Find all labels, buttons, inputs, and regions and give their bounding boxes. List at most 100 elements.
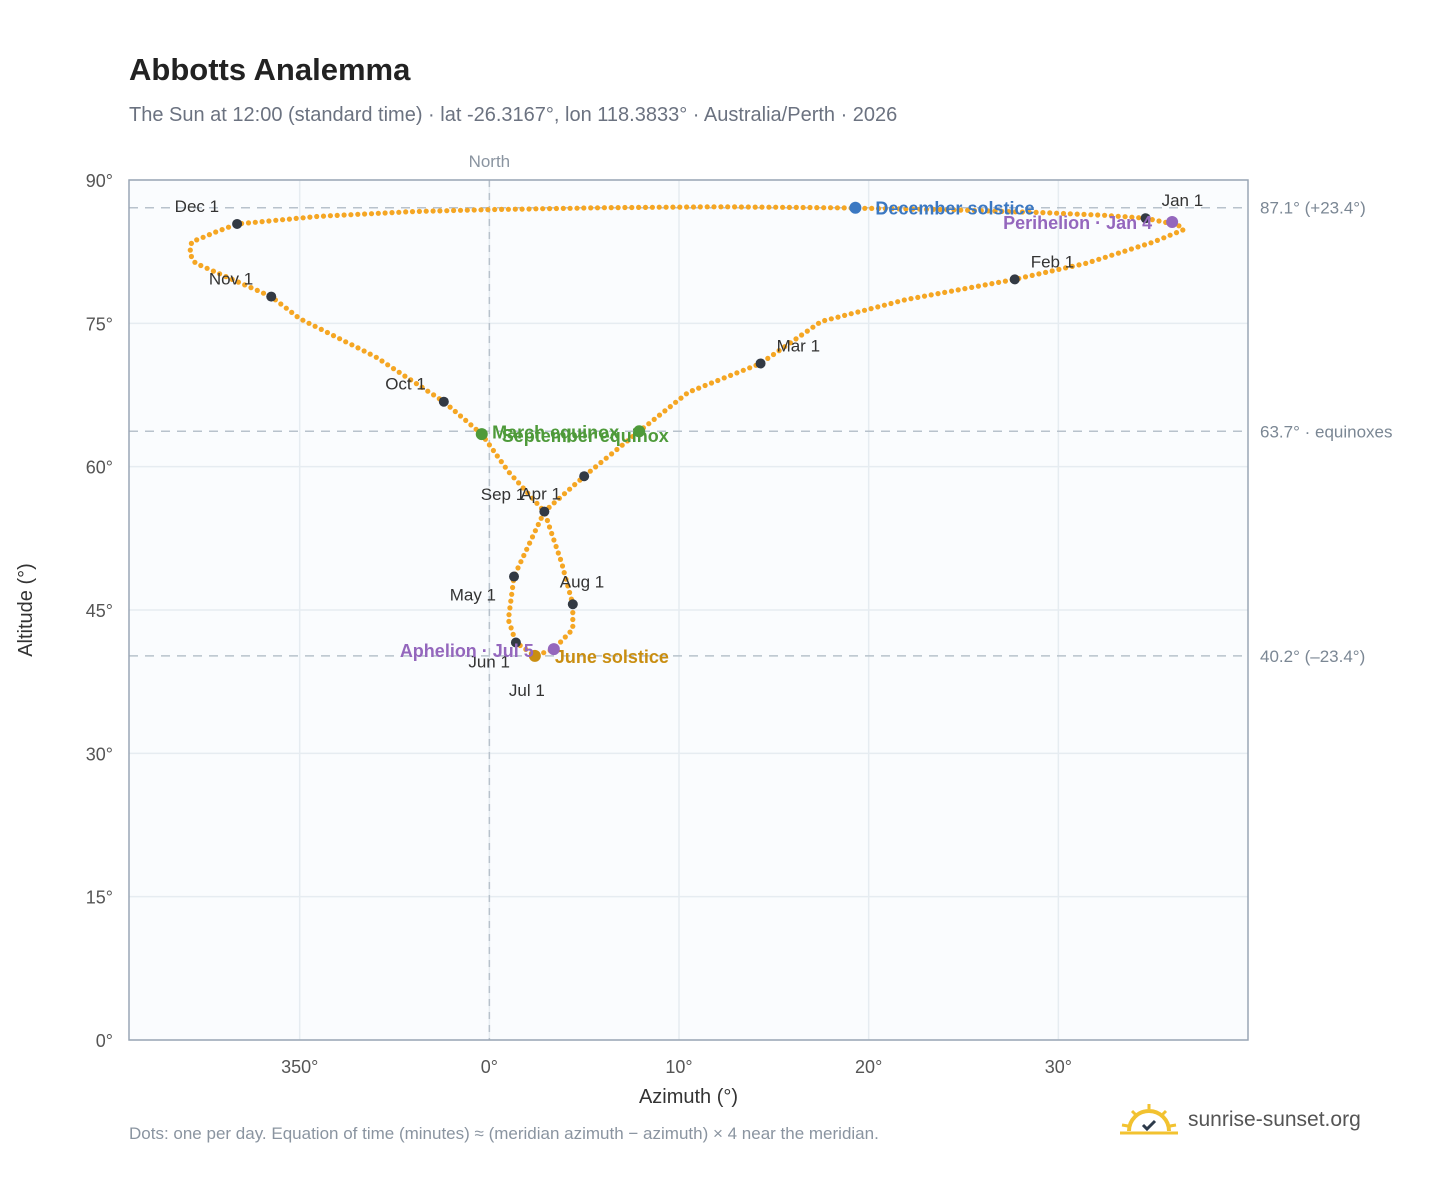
analemma-day-dot — [1063, 265, 1069, 271]
analemma-day-dot — [248, 285, 254, 291]
analemma-day-dot — [810, 324, 816, 330]
analemma-day-dot — [213, 229, 219, 235]
analemma-day-dot — [780, 204, 786, 210]
analemma-day-dot — [670, 204, 676, 210]
analemma-day-dot — [609, 451, 615, 457]
analemma-day-dot — [989, 281, 995, 287]
analemma-day-dot — [1069, 263, 1075, 269]
analemma-day-dot — [601, 205, 608, 211]
analemma-day-dot — [502, 464, 508, 470]
sun-logo-icon — [1120, 1104, 1178, 1135]
analemma-day-dot — [341, 212, 347, 218]
analemma-day-dot — [547, 206, 553, 212]
analemma-day-dot — [520, 485, 526, 491]
analemma-day-dot — [715, 377, 721, 384]
analemma-day-dot — [527, 540, 533, 546]
month-marker — [232, 218, 243, 229]
analemma-day-dot — [563, 576, 569, 582]
analemma-day-dot — [708, 380, 715, 386]
month-marker — [510, 637, 521, 648]
month-marker — [266, 291, 277, 302]
analemma-day-dot — [696, 385, 702, 391]
analemma-day-dot — [587, 468, 593, 474]
analemma-day-dot — [544, 517, 551, 524]
analemma-day-dot — [293, 215, 299, 221]
analemma-day-dot — [915, 294, 921, 300]
analemma-day-dot — [875, 205, 882, 212]
analemma-day-dot — [841, 205, 847, 211]
analemma-day-dot — [728, 372, 734, 378]
analemma-day-dot — [505, 206, 511, 212]
analemma-day-dot — [765, 355, 771, 361]
axes: 350° 0° 10° 20° 30° 0° 15° 30° 45° 60° 75° 90° — [86, 171, 1072, 1077]
analemma-day-dot — [1036, 271, 1042, 277]
analemma-day-dot — [869, 205, 875, 211]
analemma-day-dot — [368, 211, 375, 217]
analemma-day-dot — [349, 342, 355, 348]
analemma-day-dot — [862, 205, 868, 211]
analemma-day-dot — [529, 534, 536, 540]
analemma-day-dot — [416, 208, 422, 214]
analemma-day-dot — [1006, 209, 1012, 215]
analemma-day-dot — [508, 598, 514, 604]
analemma-day-dot — [567, 205, 573, 211]
analemma-day-dot — [1161, 235, 1167, 241]
analemma-day-dot — [630, 433, 636, 440]
analemma-day-dot — [992, 208, 998, 214]
analemma-day-dot — [793, 204, 799, 210]
analemma-day-dot — [498, 459, 504, 465]
analemma-day-dot — [561, 491, 568, 497]
month-marker — [509, 571, 520, 582]
analemma-day-dot — [882, 206, 889, 212]
analemma-day-dot — [570, 610, 576, 616]
analemma-day-dot — [1019, 209, 1025, 215]
analemma-day-dot — [457, 413, 464, 419]
analemma-day-dot — [492, 206, 498, 213]
analemma-day-dot — [379, 358, 385, 364]
analemma-day-dot — [656, 204, 662, 210]
analemma-day-dot — [518, 559, 524, 565]
analemma-day-dot — [535, 521, 541, 528]
brand[interactable]: sunrise-sunset.org — [1120, 1103, 1361, 1137]
analemma-day-dot — [1109, 252, 1115, 258]
reference-line-label: 63.7° · equinoxes — [1260, 422, 1393, 441]
analemma-day-dot — [663, 204, 669, 210]
analemma-day-dot — [348, 212, 354, 218]
analemma-day-dot — [782, 344, 788, 350]
analemma-day-dot — [690, 204, 697, 210]
analemma-day-dot — [385, 362, 391, 368]
month-marker — [579, 471, 590, 482]
y-tick-label: 90° — [86, 171, 113, 191]
y-tick-label: 45° — [86, 601, 113, 621]
analemma-day-dot — [551, 537, 557, 543]
analemma-day-dot — [367, 351, 373, 357]
month-label: Aug 1 — [560, 572, 604, 591]
event-label: June solstice — [555, 647, 669, 667]
event-label: September equinox — [502, 426, 669, 446]
month-label: Dec 1 — [175, 197, 219, 216]
analemma-day-dot — [1026, 209, 1032, 215]
analemma-day-dot — [711, 204, 717, 210]
y-tick-label: 15° — [86, 888, 113, 908]
month-label: Jul 1 — [509, 681, 545, 700]
analemma-day-dot — [619, 442, 625, 448]
analemma-day-dot — [868, 306, 874, 312]
analemma-day-dot — [855, 309, 861, 315]
analemma-day-dot — [1156, 218, 1162, 224]
analemma-day-dot — [204, 265, 210, 271]
event-marker — [633, 425, 646, 438]
analemma-day-dot — [673, 399, 679, 405]
analemma-day-dot — [1054, 210, 1060, 216]
analemma-day-dot — [928, 292, 934, 298]
analemma-day-dot — [1067, 211, 1073, 217]
analemma-day-dot — [1002, 278, 1009, 284]
analemma-day-dot — [419, 384, 425, 390]
analemma-day-dot — [944, 207, 950, 213]
y-axis-title: Altitude (°) — [15, 563, 37, 657]
month-label: Sep 1 — [481, 485, 525, 504]
analemma-day-dot — [511, 475, 517, 481]
analemma-day-dot — [895, 299, 901, 305]
plot-frame — [128, 179, 1249, 1041]
analemma-day-dot — [581, 205, 587, 211]
analemma-day-dot — [242, 282, 248, 288]
